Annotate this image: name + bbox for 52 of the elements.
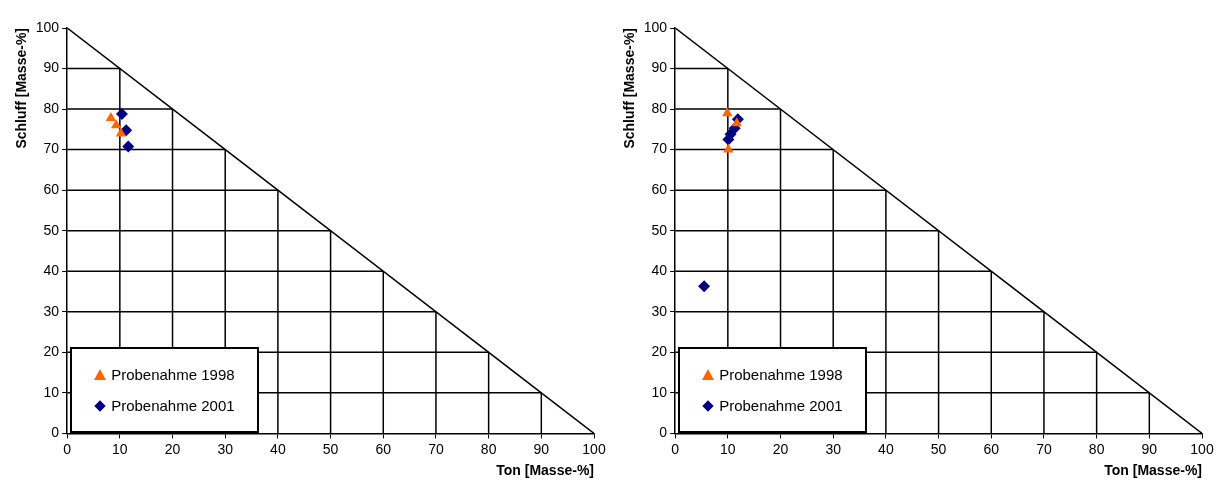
- x-tick-label: 100: [1190, 440, 1214, 457]
- x-tick-label: 30: [825, 440, 842, 457]
- y-tick-label: 100: [643, 18, 668, 35]
- legend-label: Probenahme 2001: [719, 397, 843, 415]
- y-tick-label: 50: [43, 221, 60, 238]
- x-axis-title: Ton [Masse-%]: [496, 462, 594, 479]
- y-tick-label: 20: [43, 343, 60, 360]
- x-tick-label: 60: [375, 440, 392, 457]
- x-tick-label: 30: [217, 440, 234, 457]
- y-axis-title: Schluff [Masse-%]: [621, 28, 638, 149]
- y-tick-label: 50: [651, 221, 668, 238]
- x-tick-label: 20: [164, 440, 181, 457]
- x-tick-label: 80: [1088, 440, 1105, 457]
- y-tick-label: 40: [651, 262, 668, 279]
- y-tick-label: 70: [43, 140, 60, 157]
- x-tick-label: 80: [480, 440, 497, 457]
- y-tick-label: 10: [651, 383, 668, 400]
- x-tick-label: 0: [671, 440, 680, 457]
- y-tick-label: 90: [651, 59, 668, 76]
- x-axis-title: Ton [Masse-%]: [1104, 462, 1202, 479]
- x-tick-label: 0: [63, 440, 72, 457]
- y-tick-label: 10: [43, 383, 60, 400]
- y-tick-label: 40: [43, 262, 60, 279]
- x-tick-label: 10: [112, 440, 128, 457]
- legend-label: Probenahme 2001: [111, 397, 235, 415]
- x-tick-label: 100: [582, 440, 606, 457]
- y-tick-label: 60: [651, 181, 668, 198]
- x-tick-label: 50: [322, 440, 339, 457]
- y-tick-label: 70: [651, 140, 668, 157]
- x-tick-label: 90: [533, 440, 550, 457]
- x-tick-label: 40: [270, 440, 286, 457]
- y-tick-label: 20: [651, 343, 668, 360]
- x-tick-label: 50: [930, 440, 947, 457]
- y-tick-label: 30: [43, 302, 60, 319]
- x-tick-label: 40: [878, 440, 894, 457]
- x-tick-label: 60: [983, 440, 1000, 457]
- y-tick-label: 80: [651, 99, 668, 116]
- x-tick-label: 10: [720, 440, 736, 457]
- y-axis-title: Schluff [Masse-%]: [13, 28, 30, 149]
- y-tick-label: 0: [51, 424, 60, 441]
- y-tick-label: 0: [659, 424, 668, 441]
- x-tick-label: 70: [428, 440, 444, 457]
- y-tick-label: 60: [43, 181, 60, 198]
- x-tick-label: 90: [1141, 440, 1158, 457]
- y-tick-label: 30: [651, 302, 668, 319]
- y-tick-label: 80: [43, 99, 60, 116]
- legend-label: Probenahme 1998: [111, 366, 235, 384]
- y-tick-label: 100: [35, 18, 60, 35]
- x-tick-label: 20: [772, 440, 789, 457]
- legend-label: Probenahme 1998: [719, 366, 843, 384]
- x-tick-label: 70: [1036, 440, 1052, 457]
- y-tick-label: 90: [43, 59, 60, 76]
